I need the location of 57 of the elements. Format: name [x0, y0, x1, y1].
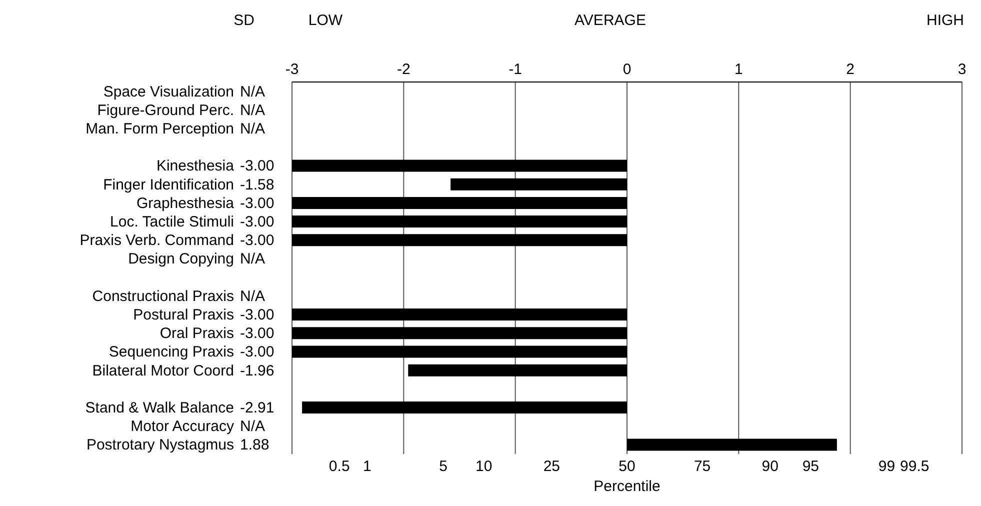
data-label: -3.00 [240, 232, 274, 250]
y-tick-label: Man. Form Perception [86, 120, 234, 138]
x-tick-label: 3 [958, 61, 966, 78]
y-tick-label: Loc. Tactile Stimuli [110, 214, 234, 230]
text: N/A [240, 288, 266, 305]
y-tick-label: Bilateral Motor Coord [92, 362, 234, 380]
y-tick-label: Stand & Walk Balance [85, 400, 234, 416]
y-tick-label: Motor Accuracy [130, 418, 234, 436]
text: 50 [618, 458, 636, 475]
y-tick-label: Constructional Praxis [92, 288, 234, 305]
x-tick-label: -1 [508, 61, 522, 78]
text: 25 [543, 458, 560, 475]
text: 95 [802, 458, 820, 475]
x-tick-label: 2 [846, 61, 855, 78]
data-label: -1.96 [240, 362, 274, 380]
y-tick-label: Finger Identification [103, 176, 234, 194]
text: 99 [878, 458, 896, 475]
y-tick-label: Postural Praxis [133, 306, 234, 324]
y-tick-label: Postrotary Nystagmus [86, 436, 234, 454]
y-tick-label: Figure-Ground Perc. [97, 102, 234, 119]
y-tick-label: Design Copying [128, 250, 234, 268]
text: N/A [240, 120, 266, 138]
text: Percentile [594, 478, 660, 495]
data-label: -3.00 [240, 306, 274, 324]
text: N/A [240, 83, 266, 100]
text: 99.5 [900, 458, 930, 475]
text: 5 [439, 458, 448, 475]
text: 90 [762, 458, 778, 475]
y-tick-label: Kinesthesia [156, 158, 235, 175]
text: HIGH [926, 12, 964, 29]
data-label: -2.91 [240, 400, 274, 416]
y-tick-label: Oral Praxis [160, 325, 234, 342]
text: N/A [240, 418, 266, 436]
text: 10 [476, 458, 492, 475]
text: N/A [240, 250, 266, 268]
text: N/A [240, 102, 266, 119]
y-tick-label: Space Visualization [103, 83, 234, 100]
text: 0.5 [328, 458, 350, 475]
y-tick-label: Graphesthesia [136, 194, 235, 212]
text: AVERAGE [574, 12, 646, 29]
data-label: -3.00 [240, 325, 274, 342]
y-tick-label: Praxis Verb. Command [80, 232, 234, 250]
x-tick-label: 0 [622, 61, 632, 78]
data-label: -3.00 [240, 344, 274, 361]
x-tick-label: -2 [396, 61, 410, 78]
data-label: -3.00 [240, 194, 274, 212]
text: 1 [363, 458, 372, 475]
x-tick-label: -3 [285, 61, 299, 78]
text: 75 [694, 458, 711, 475]
x-tick-label: 1 [734, 61, 743, 78]
data-label: -3.00 [240, 158, 274, 175]
y-tick-label: Sequencing Praxis [108, 344, 234, 361]
data-label: -3.00 [240, 214, 274, 230]
data-label: -1.58 [240, 176, 274, 194]
text: SD [234, 12, 254, 29]
data-label: 1.88 [240, 436, 270, 454]
text: LOW [308, 12, 343, 29]
